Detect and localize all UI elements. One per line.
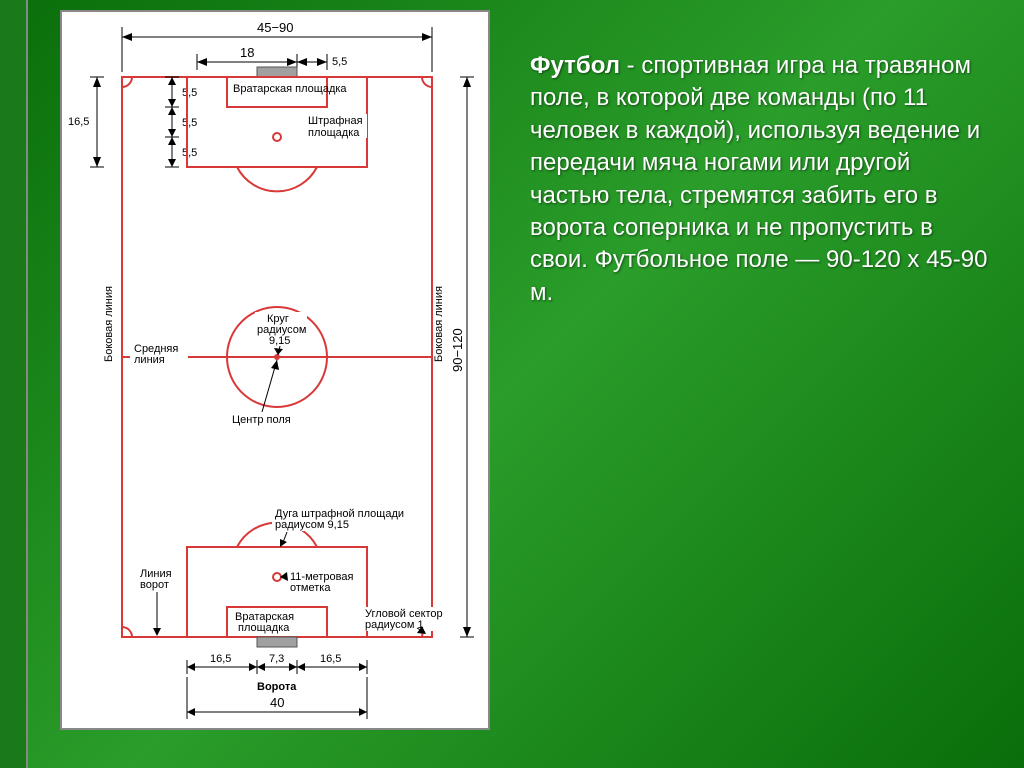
label-goal-area-top-1: Вратарская площадка <box>233 83 347 95</box>
label-penalty-arc-2: радиусом 9,15 <box>275 519 349 531</box>
svg-text:40: 40 <box>270 695 284 710</box>
body-text: - спортивная игра на травяном поле, в ко… <box>530 52 987 306</box>
label-gate: Ворота <box>257 681 297 693</box>
top-goal <box>257 67 297 77</box>
svg-text:90−120: 90−120 <box>450 328 465 372</box>
corner-tr <box>422 77 432 87</box>
top-penalty-spot <box>273 133 281 141</box>
label-goal-line-2: ворот <box>140 579 169 591</box>
diagram-panel: 45−90 18 5,5 <box>0 0 500 768</box>
svg-text:16,5: 16,5 <box>320 653 341 665</box>
bottom-penalty-spot <box>273 573 281 581</box>
svg-text:линия: линия <box>134 354 165 366</box>
title-word: Футбол <box>530 52 620 79</box>
slide-edge <box>0 0 28 768</box>
label-penalty-spot-2: отметка <box>290 582 331 594</box>
svg-text:площадка: площадка <box>238 622 290 634</box>
dim-bottom-segments: 16,5 7,3 16,5 <box>187 653 367 674</box>
svg-text:16,5: 16,5 <box>210 653 231 665</box>
label-corner-2: радиусом 1 <box>365 619 424 631</box>
svg-text:5,5: 5,5 <box>332 56 347 68</box>
label-circle-3: 9,15 <box>269 335 290 347</box>
dim-penalty-height: 16,5 <box>68 77 104 167</box>
label-side-right: Боковая линия <box>433 286 445 362</box>
label-penalty-area: Штрафная <box>308 115 363 127</box>
svg-text:7,3: 7,3 <box>269 653 284 665</box>
field-diagram: 45−90 18 5,5 <box>60 10 490 730</box>
svg-text:5,5: 5,5 <box>182 147 197 159</box>
svg-text:45−90: 45−90 <box>257 20 294 35</box>
field-svg: 45−90 18 5,5 <box>62 12 492 732</box>
svg-text:16,5: 16,5 <box>68 116 89 128</box>
center-spot <box>274 354 280 360</box>
corner-bl <box>122 627 132 637</box>
svg-text:5,5: 5,5 <box>182 87 197 99</box>
dim-penalty-width: 18 <box>197 45 297 70</box>
dim-top-width: 45−90 <box>122 20 432 72</box>
dim-goal-area-segments: 5,5 5,5 5,5 <box>165 77 197 167</box>
description-paragraph: Футбол - спортивная игра на травяном пол… <box>530 50 994 309</box>
bottom-goal <box>257 637 297 647</box>
svg-text:5,5: 5,5 <box>182 117 197 129</box>
dim-right-height: 90−120 <box>450 77 474 637</box>
label-side-left: Боковая линия <box>103 286 115 362</box>
corner-tl <box>122 77 132 87</box>
svg-text:18: 18 <box>240 45 254 60</box>
label-center-spot: Центр поля <box>232 414 291 426</box>
svg-text:площадка: площадка <box>308 127 360 139</box>
text-panel: Футбол - спортивная игра на травяном пол… <box>500 0 1024 768</box>
dim-penalty-extra: 5,5 <box>297 54 347 70</box>
top-penalty-arc <box>237 167 317 191</box>
